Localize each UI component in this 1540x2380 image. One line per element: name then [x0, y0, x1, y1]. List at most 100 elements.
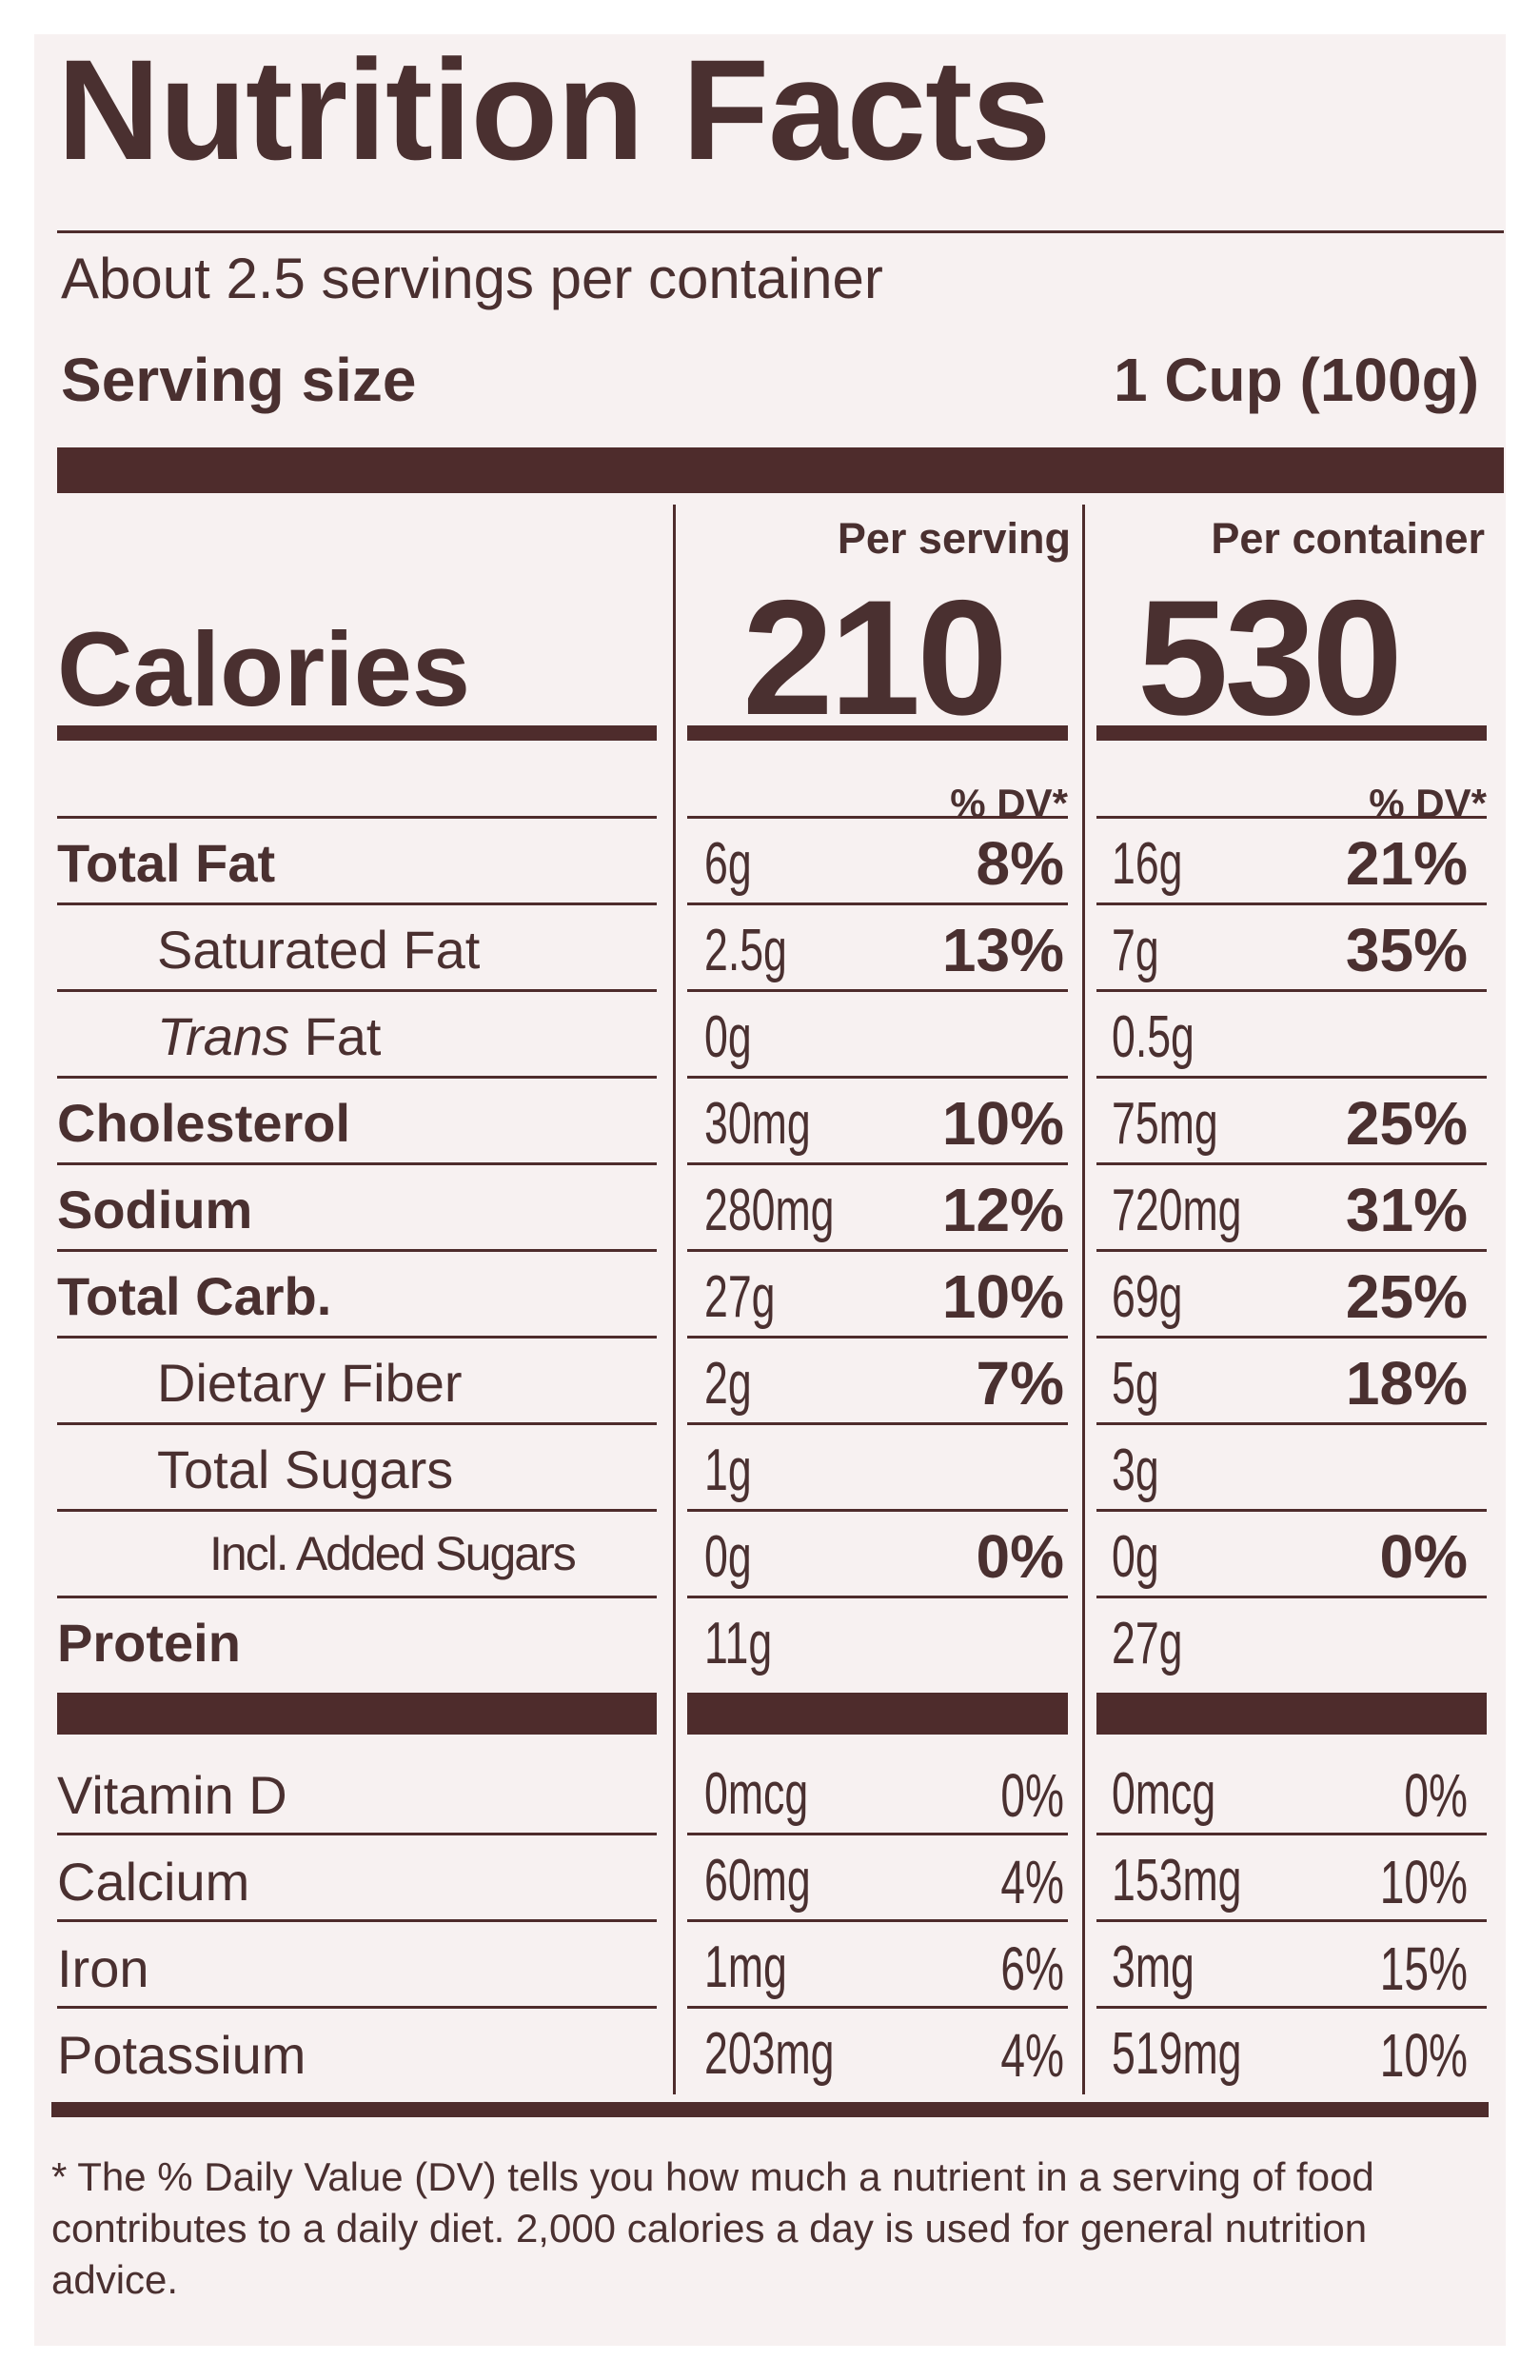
vitamin-name: Potassium [57, 2025, 306, 2085]
thick-divider-vitamins-right [1096, 1693, 1487, 1735]
vitamin-name: Vitamin D [57, 1765, 287, 1825]
vitamin-serving-dv: 4% [1000, 1848, 1064, 1916]
vitamin-row-rule [687, 1833, 1068, 1835]
vitamin-row-rule [687, 1919, 1068, 1922]
vitamin-row-rule [1096, 1833, 1487, 1835]
row-rule [1096, 1336, 1487, 1339]
row-rule [1096, 1076, 1487, 1079]
vitamin-serving-amount: 203mg [704, 2021, 835, 2087]
row-rule [687, 989, 1068, 992]
column-divider-2 [1082, 505, 1085, 2094]
thick-divider-vitamins-left [57, 1693, 657, 1735]
row-rule [57, 902, 657, 905]
serving-amount: 0g [704, 1004, 752, 1070]
nutrient-name: Total Fat [57, 833, 276, 893]
vitamin-serving-amount: 0mcg [704, 1761, 809, 1827]
vitamin-serving-dv: 6% [1000, 1934, 1064, 2003]
per-container-header: Per container [1211, 514, 1485, 563]
vitamin-name: Iron [57, 1938, 149, 1998]
calories-rule-left [57, 725, 657, 741]
label-title: Nutrition Facts [57, 30, 1051, 189]
serving-daily-value: 10% [941, 1089, 1064, 1158]
calories-rule-mid [687, 725, 1068, 741]
nutrient-name: Saturated Fat [157, 920, 481, 980]
container-amount: 0g [1112, 1524, 1159, 1590]
serving-daily-value: 7% [976, 1349, 1065, 1418]
container-amount: 69g [1112, 1264, 1183, 1330]
serving-amount: 2.5g [704, 918, 787, 983]
vitamin-row-rule [687, 2006, 1068, 2009]
row-rule [57, 1162, 657, 1165]
row-rule [687, 1076, 1068, 1079]
container-amount: 7g [1112, 918, 1159, 983]
vitamin-container-amount: 519mg [1112, 2021, 1242, 2087]
container-daily-value: 35% [1345, 916, 1468, 984]
nutrient-name: Incl. Added Sugars [209, 1527, 577, 1580]
vitamin-row-rule [57, 2006, 657, 2009]
per-serving-header: Per serving [837, 514, 1071, 563]
vitamin-row-rule [57, 1833, 657, 1835]
vitamin-name: Calcium [57, 1852, 250, 1912]
container-daily-value: 18% [1345, 1349, 1468, 1418]
serving-size-label: Serving size [61, 346, 417, 414]
vitamin-container-dv: 10% [1379, 2021, 1468, 2090]
serving-daily-value: 13% [941, 916, 1064, 984]
container-amount: 75mg [1112, 1091, 1218, 1157]
serving-daily-value: 12% [941, 1176, 1064, 1244]
vitamin-row-rule [57, 1919, 657, 1922]
nutrient-name: Protein [57, 1613, 241, 1673]
nutrient-name-prefix: Trans [157, 1006, 289, 1066]
vitamin-container-dv: 15% [1379, 1934, 1468, 2003]
vitamin-container-amount: 0mcg [1112, 1761, 1216, 1827]
footnote: * The % Daily Value (DV) tells you how m… [51, 2154, 1374, 2302]
container-daily-value: 25% [1345, 1262, 1468, 1331]
dv-header-rule [1096, 816, 1487, 819]
serving-size-value: 1 Cup (100g) [1113, 346, 1479, 414]
row-rule [57, 1076, 657, 1079]
nutrient-name: Trans Fat [157, 1010, 381, 1063]
container-amount: 16g [1112, 831, 1183, 897]
vitamin-row-rule [1096, 2006, 1487, 2009]
row-rule [57, 1336, 657, 1339]
vitamin-serving-amount: 60mg [704, 1848, 811, 1914]
container-amount: 720mg [1112, 1178, 1242, 1243]
row-rule [57, 1509, 657, 1512]
row-rule [57, 989, 657, 992]
vitamin-serving-amount: 1mg [704, 1934, 787, 2000]
nutrient-name: Total Carb. [57, 1266, 332, 1326]
row-rule [687, 1509, 1068, 1512]
container-daily-value: 0% [1379, 1522, 1469, 1591]
serving-amount: 0g [704, 1524, 752, 1590]
row-rule [57, 1422, 657, 1425]
row-rule [687, 1336, 1068, 1339]
nutrient-name-text: Fat [304, 1006, 382, 1066]
serving-amount: 27g [704, 1264, 776, 1330]
calories-per-serving: 210 [742, 566, 1008, 749]
serving-amount: 2g [704, 1351, 752, 1417]
row-rule [687, 1422, 1068, 1425]
container-amount: 5g [1112, 1351, 1159, 1417]
nutrition-label-panel [34, 34, 1506, 2346]
vitamin-container-amount: 3mg [1112, 1934, 1194, 2000]
row-rule [1096, 1509, 1487, 1512]
serving-amount: 1g [704, 1438, 752, 1503]
row-rule [57, 1596, 657, 1598]
dv-header-rule [57, 816, 657, 819]
dv-header-serving: % DV* [950, 781, 1068, 825]
row-rule [687, 1162, 1068, 1165]
vitamin-container-amount: 153mg [1112, 1848, 1242, 1914]
thick-divider-top [57, 447, 1504, 493]
vitamin-container-dv: 0% [1404, 1761, 1468, 1830]
dv-header-rule [687, 816, 1068, 819]
row-rule [687, 1249, 1068, 1252]
title-rule [57, 230, 1504, 233]
row-rule [1096, 1422, 1487, 1425]
row-rule [1096, 1596, 1487, 1598]
row-rule [1096, 1162, 1487, 1165]
vitamin-container-dv: 10% [1379, 1848, 1468, 1916]
calories-label: Calories [57, 611, 471, 728]
container-amount: 0.5g [1112, 1004, 1194, 1070]
container-daily-value: 25% [1345, 1089, 1468, 1158]
vitamin-serving-dv: 4% [1000, 2021, 1064, 2090]
servings-per-container: About 2.5 servings per container [61, 247, 883, 310]
